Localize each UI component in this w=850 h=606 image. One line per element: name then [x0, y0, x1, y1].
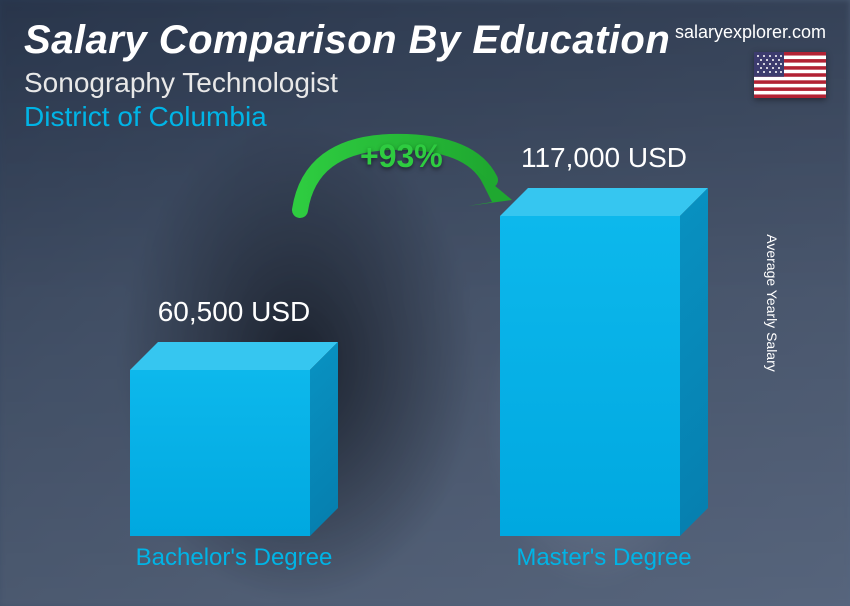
bar-label: Bachelor's Degree	[120, 544, 348, 572]
bar-masters: 117,000 USD Master's Degree	[500, 216, 708, 536]
increase-percent: +93%	[360, 138, 443, 175]
bar-bachelors: 60,500 USD Bachelor's Degree	[130, 370, 338, 536]
bar-value: 60,500 USD	[130, 296, 338, 328]
bar-value: 117,000 USD	[500, 142, 708, 174]
bar-label: Master's Degree	[490, 544, 718, 572]
us-flag-icon	[754, 52, 826, 98]
job-title: Sonography Technologist	[24, 67, 826, 99]
brand-label: salaryexplorer.com	[675, 22, 826, 43]
location: District of Columbia	[24, 101, 826, 133]
